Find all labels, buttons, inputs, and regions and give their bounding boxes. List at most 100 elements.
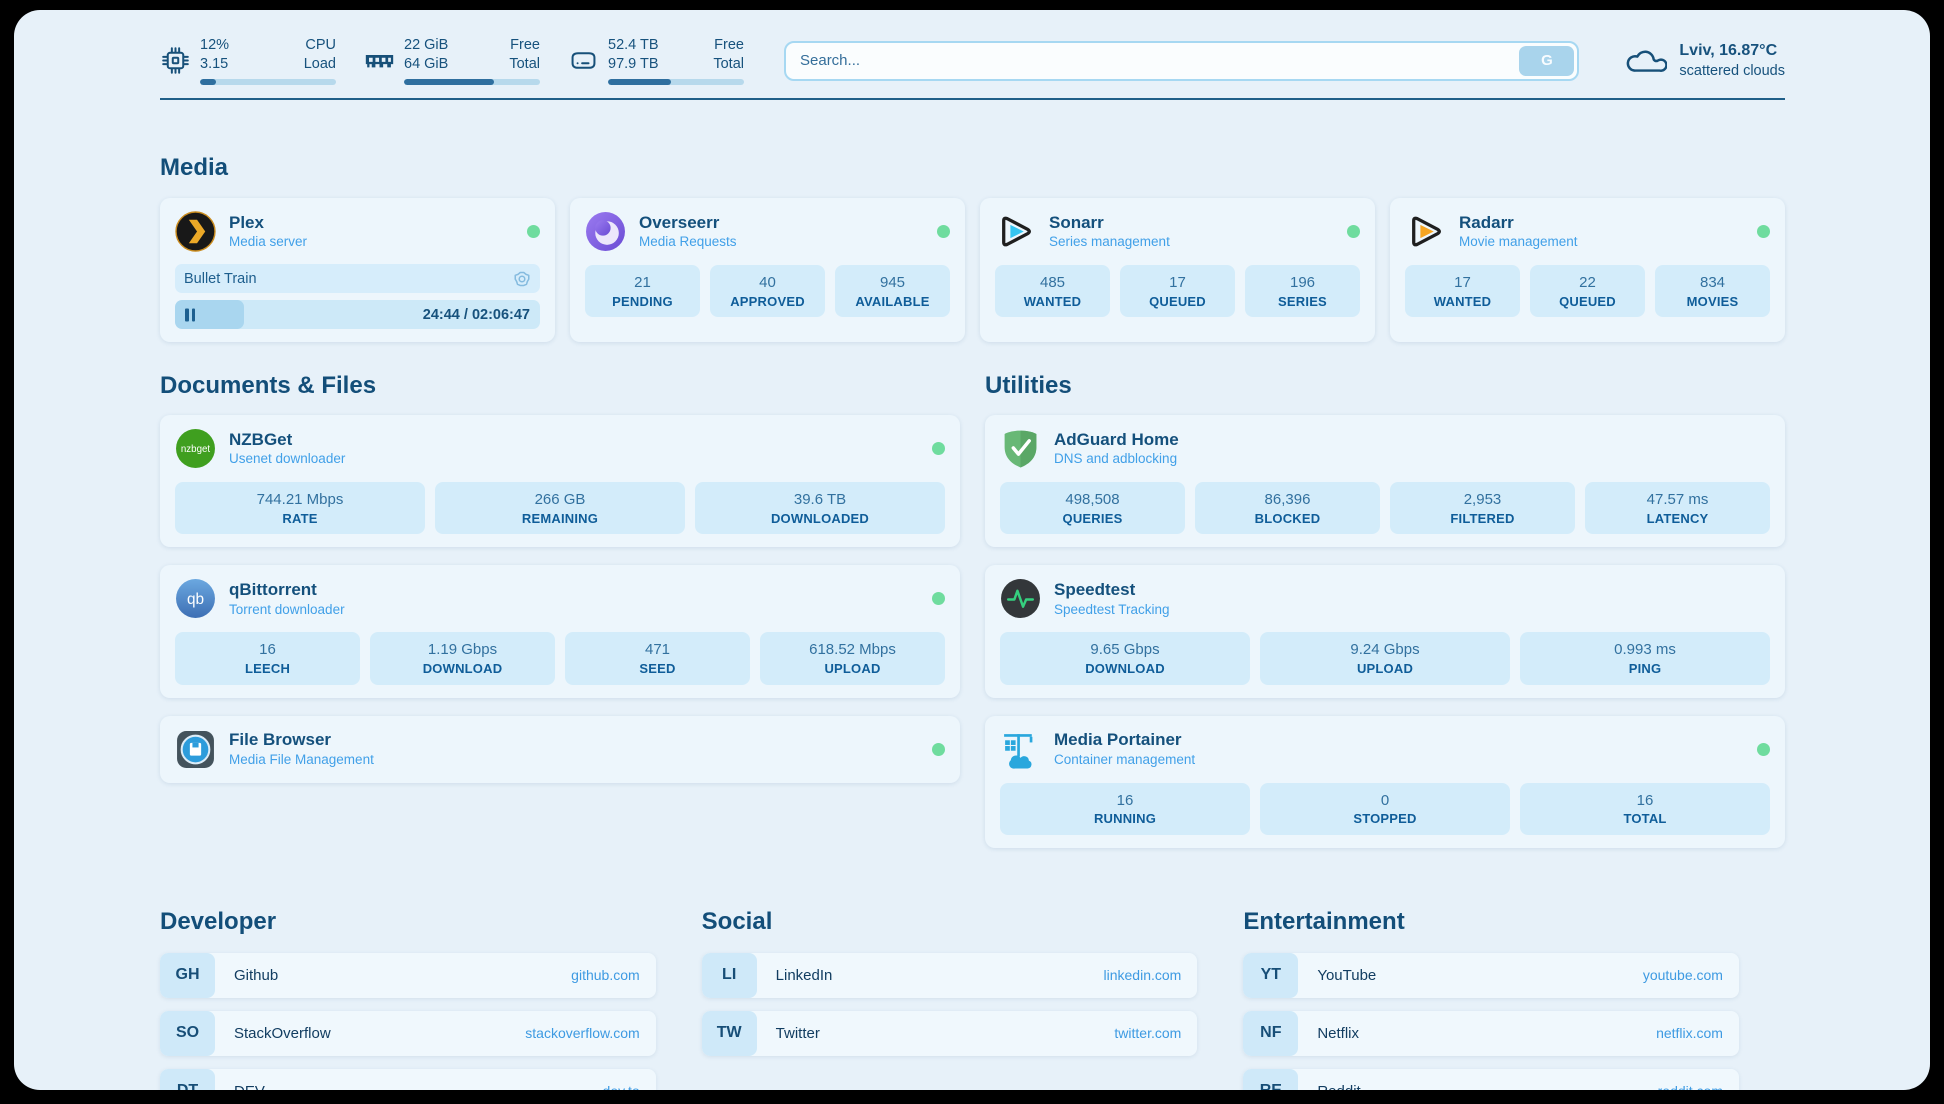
app-subtitle: Media File Management (229, 751, 374, 767)
app-subtitle: DNS and adblocking (1054, 451, 1178, 467)
memory-free-line: 22 GiB Free (404, 37, 540, 53)
bookmark-url[interactable]: stackoverflow.com (525, 1025, 640, 1042)
app-name: Overseerr (639, 213, 720, 233)
bookmark-group-entertainment: Entertainment YT YouTube youtube.com NF … (1243, 908, 1739, 1090)
svg-text:qb: qb (187, 592, 204, 609)
settings-gear-icon[interactable] (513, 270, 531, 288)
stat-wanted: 485 WANTED (995, 265, 1110, 318)
status-online-dot (932, 442, 945, 456)
cpu-usage-line: 12% CPU (200, 37, 336, 53)
bookmark-url[interactable]: twitter.com (1114, 1025, 1182, 1042)
storage-total-line: 97.9 TB Total (608, 56, 744, 73)
stat-wanted: 17 WANTED (1405, 265, 1520, 318)
app-name: Sonarr (1049, 213, 1104, 233)
portainer-icon (1000, 729, 1041, 770)
search-engine-button[interactable]: G (1519, 45, 1575, 76)
weather-location: Lviv, 16.87°C (1679, 41, 1778, 59)
app-card-filebrowser[interactable]: File Browser Media File Management (160, 715, 960, 783)
cloud-icon (1623, 43, 1668, 79)
bookmark-url[interactable]: github.com (571, 967, 640, 984)
filebrowser-icon (175, 729, 216, 770)
memory-total-line: 64 GiB Total (404, 56, 540, 73)
header-divider (160, 98, 1785, 101)
stat-movies: 834 MOVIES (1655, 265, 1770, 318)
memory-stat: 22 GiB Free 64 GiB Total (364, 36, 540, 86)
bookmark-abbr: LI (701, 952, 757, 998)
status-online-dot (937, 225, 950, 239)
memory-progress-bar (404, 79, 540, 86)
bookmark-abbr: NF (1243, 1010, 1299, 1056)
bookmark-reddit[interactable]: RE Reddit reddit.com (1243, 1068, 1739, 1090)
app-card-adguard[interactable]: AdGuard Home DNS and adblocking 498,508 Q… (985, 415, 1785, 548)
bookmark-name: LinkedIn (775, 966, 833, 984)
overseerr-icon (585, 211, 626, 252)
stat-download: 1.19 Gbps DOWNLOAD (370, 632, 555, 685)
app-name: File Browser (229, 730, 332, 750)
app-card-portainer[interactable]: Media Portainer Container management 16 R… (985, 715, 1785, 848)
app-card-overseerr[interactable]: Overseerr Media Requests 21 PENDING 40 APP… (570, 198, 965, 343)
storage-icon (568, 45, 599, 76)
bookmark-name: Twitter (775, 1024, 820, 1042)
stat-download: 9.65 Gbps DOWNLOAD (1000, 632, 1250, 685)
app-name: Media Portainer (1054, 730, 1182, 750)
bookmark-url[interactable]: linkedin.com (1103, 967, 1182, 984)
pause-icon[interactable] (185, 308, 195, 322)
bookmark-twitter[interactable]: TW Twitter twitter.com (701, 1010, 1198, 1056)
bookmark-group-developer: Developer GH Github github.com SO StackO… (160, 908, 656, 1090)
stat-queued: 22 QUEUED (1530, 265, 1645, 318)
app-subtitle: Series management (1049, 234, 1170, 250)
status-online-dot (1757, 742, 1770, 756)
app-subtitle: Usenet downloader (229, 451, 346, 467)
bookmark-github[interactable]: GH Github github.com (160, 952, 656, 998)
bookmark-abbr: YT (1243, 952, 1299, 998)
app-card-sonarr[interactable]: Sonarr Series management 485 WANTED 17 QUE… (980, 198, 1375, 343)
section-title-media: Media (160, 154, 229, 182)
app-card-qbittorrent[interactable]: qb qBittorrent Torrent downloader 16 LEEC… (160, 565, 960, 698)
app-card-nzbget[interactable]: nzbget NZBGet Usenet downloader 744.21 M… (160, 415, 960, 548)
bookmark-linkedin[interactable]: LI LinkedIn linkedin.com (701, 952, 1198, 998)
stat-total: 16 TOTAL (1520, 782, 1770, 835)
app-name: Radarr (1459, 213, 1514, 233)
app-card-radarr[interactable]: Radarr Movie management 17 WANTED 22 QUEUE… (1390, 198, 1785, 343)
documents-column: Documents & Files nzbget NZBGet Usenet d (160, 372, 960, 800)
stat-stopped: 0 STOPPED (1260, 782, 1510, 835)
search-bar: G (784, 40, 1580, 81)
bookmark-url[interactable]: dev.to (603, 1083, 640, 1090)
stat-downloaded: 39.6 TB DOWNLOADED (695, 482, 945, 535)
section-title-documents: Documents & Files (160, 372, 377, 400)
bookmark-stackoverflow[interactable]: SO StackOverflow stackoverflow.com (160, 1010, 656, 1056)
stat-queued: 17 QUEUED (1120, 265, 1235, 318)
qbittorrent-icon: qb (175, 578, 216, 619)
stat-leech: 16 LEECH (175, 632, 360, 685)
sonarr-icon (995, 211, 1036, 252)
app-name: NZBGet (229, 430, 293, 450)
cpu-stat: 12% CPU 3.15 Load (160, 36, 336, 86)
plex-icon (175, 211, 216, 252)
system-stats: 12% CPU 3.15 Load (160, 36, 744, 86)
app-name: AdGuard Home (1054, 430, 1179, 450)
section-title-social: Social (701, 907, 773, 935)
bookmark-youtube[interactable]: YT YouTube youtube.com (1243, 952, 1739, 998)
search-input[interactable] (784, 40, 1580, 81)
weather-widget: Lviv, 16.87°C scattered clouds (1623, 41, 1785, 81)
stat-series: 196 SERIES (1245, 265, 1360, 318)
app-card-speedtest[interactable]: Speedtest Speedtest Tracking 9.65 Gbps DO… (985, 565, 1785, 698)
app-name: Speedtest (1054, 580, 1136, 600)
bookmark-name: StackOverflow (234, 1024, 331, 1042)
speedtest-icon (1000, 578, 1041, 619)
bookmark-name: Github (234, 966, 279, 984)
stat-filtered: 2,953 FILTERED (1390, 482, 1575, 535)
bookmark-netflix[interactable]: NF Netflix netflix.com (1243, 1010, 1739, 1056)
bookmark-url[interactable]: netflix.com (1656, 1025, 1723, 1042)
nzbget-icon: nzbget (175, 428, 216, 469)
bookmarks-section: Developer GH Github github.com SO StackO… (160, 908, 1785, 1090)
bookmark-url[interactable]: youtube.com (1642, 967, 1723, 984)
app-card-plex[interactable]: Plex Media server Bullet Train (160, 198, 555, 343)
radarr-icon (1405, 211, 1446, 252)
stat-seed: 471 SEED (565, 632, 750, 685)
bookmark-dev[interactable]: DT DEV dev.to (160, 1068, 656, 1090)
stat-upload: 9.24 Gbps UPLOAD (1260, 632, 1510, 685)
bookmark-url[interactable]: reddit.com (1658, 1083, 1723, 1090)
cpu-load-line: 3.15 Load (200, 56, 336, 73)
now-playing-row: Bullet Train (175, 264, 540, 294)
